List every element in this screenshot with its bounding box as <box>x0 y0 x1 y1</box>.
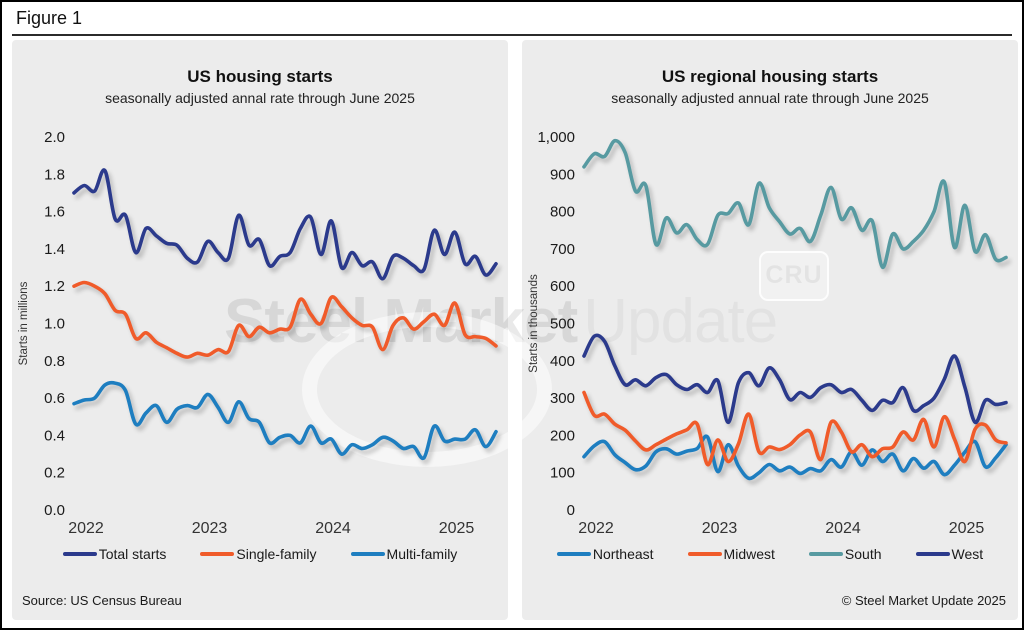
x-tick-label: 2022 <box>578 520 614 537</box>
series-line-single-family <box>72 280 498 359</box>
series-line-midwest <box>582 390 1008 467</box>
legend-item-west: West <box>915 546 984 562</box>
y-tick-label: 200 <box>550 427 575 444</box>
chart-panel-national: US housing starts seasonally adjusted an… <box>12 40 508 620</box>
legend-label: West <box>951 546 984 562</box>
x-tick-label: 2025 <box>949 520 985 537</box>
y-tick-label: 1,000 <box>537 129 575 146</box>
legend-item-midwest: Midwest <box>687 546 775 562</box>
chart-subtitle: seasonally adjusted annal rate through J… <box>105 90 415 106</box>
series-line-south <box>582 138 1008 270</box>
x-tick-label: 2023 <box>192 520 228 537</box>
legend-item-single-family: Single-family <box>200 546 317 562</box>
y-tick-label: 100 <box>550 465 575 482</box>
legend-swatch-icon <box>808 552 843 556</box>
y-tick-label: 1.8 <box>44 166 65 183</box>
legend-swatch-icon <box>915 552 950 556</box>
y-tick-label: 0.4 <box>44 427 65 444</box>
legend-swatch-icon <box>62 552 97 556</box>
y-axis-title: Starts in millions <box>18 281 30 365</box>
y-tick-label: 500 <box>550 316 575 333</box>
legend-label: South <box>844 546 882 562</box>
chart-panels: US housing starts seasonally adjusted an… <box>12 40 1018 620</box>
y-tick-label: 0 <box>567 502 575 519</box>
y-tick-label: 0.6 <box>44 390 65 407</box>
chart-panel-regional: US regional housing starts seasonally ad… <box>522 40 1018 620</box>
y-tick-label: 1.2 <box>44 278 65 295</box>
legend-item-total-starts: Total starts <box>62 546 167 562</box>
series-line-total-starts <box>72 168 498 281</box>
y-tick-label: 400 <box>550 353 575 370</box>
chart-title: US housing starts <box>187 67 333 86</box>
y-tick-label: 700 <box>550 241 575 258</box>
series-line-west <box>582 333 1008 425</box>
x-tick-label: 2022 <box>68 520 104 537</box>
x-tick-label: 2023 <box>702 520 738 537</box>
legend-label: Multi-family <box>386 546 458 562</box>
y-tick-label: 1.6 <box>44 204 65 221</box>
y-tick-label: 600 <box>550 278 575 295</box>
series-line-multi-family <box>72 380 498 461</box>
chart-subtitle: seasonally adjusted annual rate through … <box>611 90 929 106</box>
y-axis-title: Starts in thousands <box>528 274 540 373</box>
y-tick-label: 800 <box>550 204 575 221</box>
x-tick-label: 2024 <box>315 520 351 537</box>
legend-item-south: South <box>808 546 882 562</box>
legend-swatch-icon <box>200 552 235 556</box>
x-tick-label: 2024 <box>825 520 861 537</box>
y-tick-label: 0.0 <box>44 502 65 519</box>
legend-label: Total starts <box>98 546 167 562</box>
y-tick-label: 300 <box>550 390 575 407</box>
x-tick-label: 2025 <box>439 520 475 537</box>
legend: Total starts Single-family Multi-family <box>14 542 506 566</box>
legend-label: Midwest <box>723 546 775 562</box>
y-tick-label: 0.8 <box>44 353 65 370</box>
legend-swatch-icon <box>687 552 722 556</box>
chart-title: US regional housing starts <box>661 67 879 86</box>
figure-rule <box>12 34 1012 36</box>
y-tick-label: 1.4 <box>44 241 65 258</box>
legend-swatch-icon <box>350 552 385 556</box>
y-tick-label: 900 <box>550 166 575 183</box>
figure-label: Figure 1 <box>16 8 83 28</box>
legend-label: Northeast <box>592 546 654 562</box>
source-note: Source: US Census Bureau <box>22 593 182 608</box>
legend-item-northeast: Northeast <box>556 546 654 562</box>
legend: Northeast Midwest South West <box>524 542 1016 566</box>
y-tick-label: 0.2 <box>44 465 65 482</box>
legend-item-multi-family: Multi-family <box>350 546 458 562</box>
legend-label: Single-family <box>236 546 317 562</box>
series-line-northeast <box>582 434 1008 481</box>
copyright-note: © Steel Market Update 2025 <box>841 593 1006 608</box>
legend-swatch-icon <box>556 552 591 556</box>
y-tick-label: 2.0 <box>44 129 65 146</box>
y-tick-label: 1.0 <box>44 316 65 333</box>
